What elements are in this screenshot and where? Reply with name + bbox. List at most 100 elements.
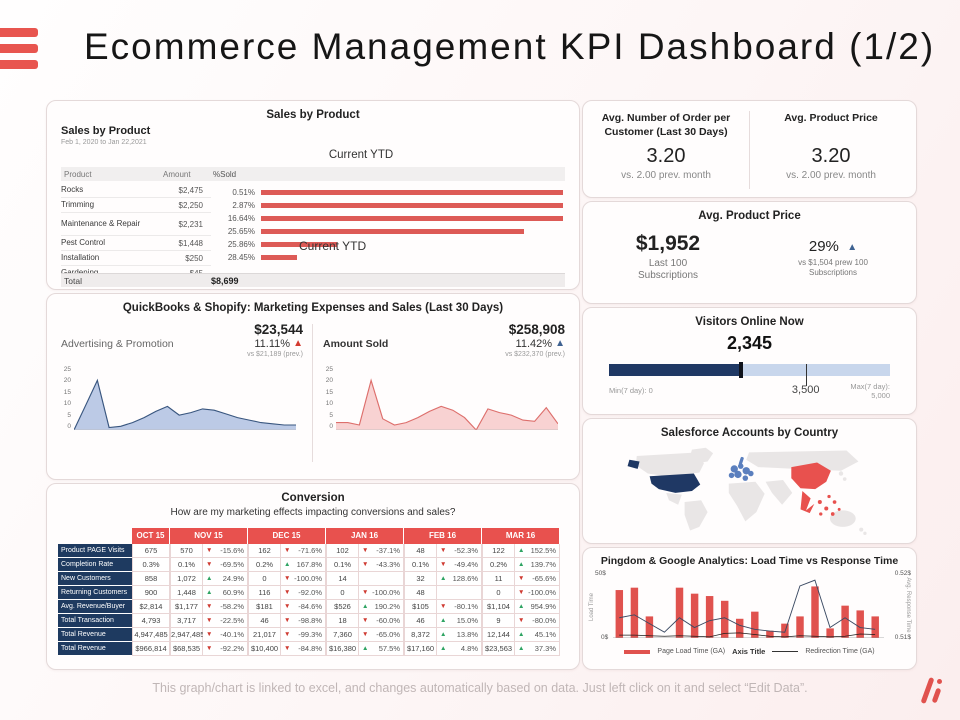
panel-title: QuickBooks & Shopify: Marketing Expenses…	[122, 302, 504, 314]
down-triangle-icon: ▼	[284, 603, 291, 610]
advertising-promotion-chart[interactable]: Advertising & Promotion $23,544 11.11% ▲…	[59, 322, 305, 468]
down-triangle-icon: ▼	[440, 561, 447, 568]
conversion-month-header: FEB 16	[404, 528, 482, 544]
conversion-cell: 21,017	[248, 628, 281, 642]
sales-by-product-chart[interactable]: Sales by Product Feb 1, 2020 to Jan 22,2…	[61, 125, 565, 287]
conversion-change-cell: ▼ -80.0%	[515, 614, 560, 628]
conversion-change-cell: ▲ 13.8%	[437, 628, 482, 642]
kpi-avg-product-price[interactable]: Avg. Product Price 3.20 vs. 2.00 prev. m…	[751, 111, 911, 181]
avg-product-price-panel[interactable]: Avg. Product Price $1,952 Last 100 Subscr…	[582, 201, 917, 304]
conversion-cell: 9	[482, 614, 515, 628]
kpi-change: 11.11% ▲	[254, 338, 303, 350]
kpi-value: 3.20	[646, 145, 686, 167]
conversion-cell: 14	[326, 572, 359, 586]
sales-by-product-panel: Sales by Product Sales by Product Feb 1,…	[46, 100, 580, 290]
conversion-cell: $1,104	[482, 600, 515, 614]
percent-bar-row: 0.51%	[211, 186, 565, 199]
percent-bar-row: 2.87%	[211, 199, 565, 212]
brand-logo	[0, 28, 38, 76]
conversion-cell: 102	[326, 544, 359, 558]
conversion-row-label: Avg. Revenue/Buyer	[58, 600, 132, 614]
panel-title: Conversion	[281, 492, 345, 504]
conversion-cell: 0.2%	[482, 558, 515, 572]
down-triangle-icon: ▼	[362, 561, 369, 568]
conversion-change-cell	[359, 572, 404, 586]
panel-title: Pingdom & Google Analytics: Load Time vs…	[600, 555, 899, 567]
divider	[312, 324, 313, 462]
down-triangle-icon: ▼	[518, 575, 525, 582]
up-triangle-icon: ▲	[440, 617, 447, 624]
up-triangle-icon: ▲	[206, 575, 213, 582]
kpi-value: $23,544	[254, 322, 303, 337]
percent-bar-row: 25.86%	[211, 238, 565, 251]
left-axis-label: Load Time	[589, 592, 595, 622]
conversion-change-cell: ▼ -92.2%	[203, 642, 248, 656]
down-triangle-icon: ▼	[440, 603, 447, 610]
table-row: Trimming $2,250	[61, 198, 211, 213]
series-label: Advertising & Promotion	[61, 338, 174, 350]
percent-bar-row: 25.65%	[211, 225, 565, 238]
conversion-cell: 675	[132, 544, 170, 558]
kpi-sub: vs $1,504 prew 100 Subscriptions	[798, 258, 868, 277]
down-triangle-icon: ▼	[206, 547, 213, 554]
conversion-cell: 48	[404, 586, 437, 600]
conversion-change-cell: ▲ 167.8%	[281, 558, 326, 572]
combo-chart[interactable]	[613, 576, 884, 638]
conversion-table[interactable]: OCT 15 NOV 15 DEC 15 JAN 16 FEB 16 MAR 16 Prod…	[58, 528, 560, 656]
divider	[749, 111, 750, 189]
up-triangle-icon: ▲	[440, 631, 447, 638]
kpi-sub: Last 100 Subscriptions	[637, 258, 699, 281]
conversion-change-cell: ▼ -40.1%	[203, 628, 248, 642]
conversion-cell: 11	[482, 572, 515, 586]
down-triangle-icon: ▼	[518, 617, 525, 624]
conversion-change-cell: ▼ -99.3%	[281, 628, 326, 642]
kpi-duo-panel: Avg. Number of Order per Customer (Last …	[582, 100, 917, 198]
conversion-month-header: OCT 15	[132, 528, 170, 544]
left-axis-min: 0$	[601, 634, 609, 641]
conversion-cell: $181	[248, 600, 281, 614]
conversion-month-header: JAN 16	[326, 528, 404, 544]
conversion-month-header: NOV 15	[170, 528, 248, 544]
conversion-cell: $966,814	[132, 642, 170, 656]
gauge-fill	[609, 364, 741, 376]
price-change-kpi: 29% ▲ vs $1,504 prew 100 Subscriptions	[753, 232, 913, 282]
conversion-cell: 7,360	[326, 628, 359, 642]
kpi-sub: vs. 2.00 prev. month	[621, 170, 711, 181]
conversion-change-cell: ▼ -43.3%	[359, 558, 404, 572]
pingdom-panel: Pingdom & Google Analytics: Load Time vs…	[582, 547, 917, 670]
world-map[interactable]	[599, 445, 899, 537]
conversion-cell: 1,072	[170, 572, 203, 586]
conversion-cell: $10,400	[248, 642, 281, 656]
gauge-tick	[805, 364, 807, 386]
conversion-row-label: Total Revenue	[58, 642, 132, 656]
gauge-tick-label: 3,500	[791, 384, 820, 396]
conversion-cell: 8,372	[404, 628, 437, 642]
conversion-cell: 116	[248, 586, 281, 600]
conversion-cell: 48	[404, 544, 437, 558]
salesforce-map-panel: Salesforce Accounts by Country	[582, 418, 917, 544]
conversion-change-cell: ▼ -100.0%	[359, 586, 404, 600]
conversion-cell: 0.3%	[132, 558, 170, 572]
up-triangle-icon: ▲	[293, 338, 303, 349]
conversion-change-cell: ▲ 128.6%	[437, 572, 482, 586]
amount-sold-chart[interactable]: Amount Sold $258,908 11.42% ▲ vs $232,37…	[321, 322, 567, 468]
conversion-row-label: Product PAGE Visits	[58, 544, 132, 558]
table-title: Sales by Product	[61, 125, 151, 137]
conversion-cell: $2,814	[132, 600, 170, 614]
visitors-online-panel: Visitors Online Now 2,345 Min(7 day): 0 …	[582, 307, 917, 415]
conversion-row-label: New Customers	[58, 572, 132, 586]
conversion-cell: $16,380	[326, 642, 359, 656]
conversion-change-cell: ▼ -58.2%	[203, 600, 248, 614]
table-header: Sales by Product Feb 1, 2020 to Jan 22,2…	[61, 125, 565, 146]
visitors-gauge[interactable]	[609, 362, 890, 386]
conversion-change-cell: ▲ 45.1%	[515, 628, 560, 642]
kpi-orders-per-customer[interactable]: Avg. Number of Order per Customer (Last …	[586, 111, 746, 181]
conversion-change-cell: ▼ -37.1%	[359, 544, 404, 558]
down-triangle-icon: ▼	[284, 575, 291, 582]
down-triangle-icon: ▼	[284, 617, 291, 624]
conversion-cell: $1,177	[170, 600, 203, 614]
current-ytd-label: Current YTD	[328, 149, 394, 161]
conversion-change-cell: ▼ -92.0%	[281, 586, 326, 600]
up-triangle-icon: ▲	[440, 575, 447, 582]
down-triangle-icon: ▼	[206, 645, 213, 652]
